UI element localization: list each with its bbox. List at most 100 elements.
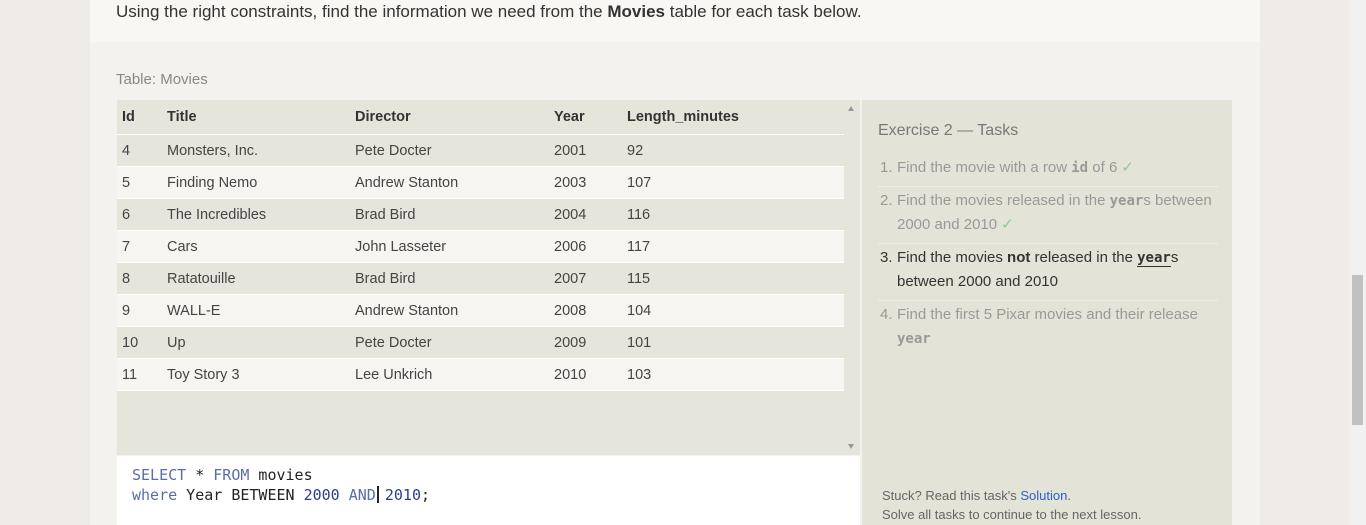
task-item-1: 1. Find the movie with a row id of 6 ✓ xyxy=(878,154,1218,187)
cell-director: Andrew Stanton xyxy=(355,166,554,199)
task-text: of 6 xyxy=(1088,159,1118,176)
task-text: Find the first 5 Pixar movies and their … xyxy=(897,306,1198,323)
code-keyword: AND xyxy=(339,486,376,504)
tasks-title: Exercise 2 — Tasks xyxy=(878,122,1019,139)
cell-length: 101 xyxy=(627,326,844,359)
stuck-text-end: . xyxy=(1067,488,1071,503)
task-number: 4. xyxy=(880,306,893,323)
cell-title: Up xyxy=(167,326,355,359)
cell-length: 104 xyxy=(627,294,844,327)
cell-title: Monsters, Inc. xyxy=(167,134,355,167)
code-number: 2010 xyxy=(375,486,421,504)
cell-id: 5 xyxy=(117,166,167,199)
cell-id: 7 xyxy=(117,230,167,263)
cell-length: 103 xyxy=(627,358,844,391)
task-number: 3. xyxy=(880,249,893,266)
cell-director: Brad Bird xyxy=(355,198,554,231)
intro-text-bold: Movies xyxy=(607,2,666,21)
code-number: 2000 xyxy=(303,486,340,504)
code-line-1: SELECT * FROM movies xyxy=(132,466,313,484)
table-row: 11 Toy Story 3 Lee Unkrich 2010 103 xyxy=(117,358,844,391)
cell-length: 107 xyxy=(627,166,844,199)
column-header-year: Year xyxy=(554,100,627,135)
cell-title: WALL-E xyxy=(167,294,355,327)
help-text: Stuck? Read this task's Solution. Solve … xyxy=(882,486,1141,524)
code-keyword: SELECT xyxy=(132,466,187,484)
task-text: Find the movies released in the xyxy=(897,192,1110,209)
cell-year: 2003 xyxy=(554,166,627,199)
text-cursor xyxy=(376,486,379,503)
cell-title: Ratatouille xyxy=(167,262,355,295)
cell-director: Pete Docter xyxy=(355,134,554,167)
intro-text-after: table for each task below. xyxy=(665,2,862,21)
code-text: ; xyxy=(421,486,431,504)
cell-title: Finding Nemo xyxy=(167,166,355,199)
table-row: 8 Ratatouille Brad Bird 2007 115 xyxy=(117,262,844,295)
cell-year: 2008 xyxy=(554,294,627,327)
movies-table: Id Title Director Year Length_minutes 4 … xyxy=(117,100,844,391)
cell-id: 6 xyxy=(117,198,167,231)
column-header-title: Title xyxy=(167,100,355,135)
scroll-up-arrow-icon[interactable] xyxy=(848,106,854,111)
table-row: 7 Cars John Lasseter 2006 117 xyxy=(117,230,844,263)
cell-id: 4 xyxy=(117,134,167,167)
cell-year: 2001 xyxy=(554,134,627,167)
cell-director: Pete Docter xyxy=(355,326,554,359)
intro-text-before: Using the right constraints, find the in… xyxy=(116,2,608,21)
intro-text: Using the right constraints, find the in… xyxy=(116,2,862,22)
next-lesson-text: Solve all tasks to continue to the next … xyxy=(882,507,1142,522)
tasks-panel: Exercise 2 — Tasks 1. Find the movie wit… xyxy=(862,100,1232,525)
cell-director: Brad Bird xyxy=(355,262,554,295)
table-scrollbar[interactable] xyxy=(844,100,860,455)
code-keyword: FROM xyxy=(213,466,250,484)
table-row: 4 Monsters, Inc. Pete Docter 2001 92 xyxy=(117,134,844,167)
cell-director: Andrew Stanton xyxy=(355,294,554,327)
check-icon: ✓ xyxy=(1001,216,1014,233)
cell-length: 117 xyxy=(627,230,844,263)
cell-director: Lee Unkrich xyxy=(355,358,554,391)
cell-year: 2009 xyxy=(554,326,627,359)
cell-length: 92 xyxy=(627,134,844,167)
task-number: 2. xyxy=(880,192,893,209)
cell-title: The Incredibles xyxy=(167,198,355,231)
sql-editor[interactable]: SELECT * FROM movies where Year BETWEEN … xyxy=(117,456,860,525)
task-code: year xyxy=(897,331,931,347)
code-line-2: where Year BETWEEN 2000 AND 2010; xyxy=(132,486,430,504)
table-row: 10 Up Pete Docter 2009 101 xyxy=(117,326,844,359)
page-scrollbar[interactable] xyxy=(1349,0,1366,525)
cell-length: 116 xyxy=(627,198,844,231)
task-bold: not xyxy=(1007,249,1031,266)
cell-title: Cars xyxy=(167,230,355,263)
task-text: s between 2000 and 2010 xyxy=(897,249,1179,290)
cell-id: 10 xyxy=(117,326,167,359)
cell-id: 9 xyxy=(117,294,167,327)
task-code: year xyxy=(1109,193,1144,209)
cell-length: 115 xyxy=(627,262,844,295)
table-row: 6 The Incredibles Brad Bird 2004 116 xyxy=(117,198,844,231)
table-header-row: Id Title Director Year Length_minutes xyxy=(117,100,844,135)
cell-id: 11 xyxy=(117,358,167,391)
cell-year: 2010 xyxy=(554,358,627,391)
table-row: 5 Finding Nemo Andrew Stanton 2003 107 xyxy=(117,166,844,199)
intro-bar: Using the right constraints, find the in… xyxy=(90,0,1260,42)
cell-title: Toy Story 3 xyxy=(167,358,355,391)
cell-year: 2006 xyxy=(554,230,627,263)
task-text: Find the movie with a row xyxy=(897,159,1072,176)
check-icon: ✓ xyxy=(1121,159,1134,176)
task-text: released in the xyxy=(1030,249,1138,266)
task-text: s between 2000 and 2010 xyxy=(897,192,1212,233)
table-row: 9 WALL-E Andrew Stanton 2008 104 xyxy=(117,294,844,327)
cell-id: 8 xyxy=(117,262,167,295)
movies-table-container[interactable]: Id Title Director Year Length_minutes 4 … xyxy=(117,100,844,455)
scroll-down-arrow-icon[interactable] xyxy=(848,444,854,449)
solution-link[interactable]: Solution xyxy=(1020,488,1068,503)
task-item-3: 3. Find the movies not released in the y… xyxy=(878,244,1218,301)
cell-director: John Lasseter xyxy=(355,230,554,263)
column-header-length: Length_minutes xyxy=(627,100,844,135)
code-text: movies xyxy=(249,466,313,484)
column-header-id: Id xyxy=(117,100,167,135)
task-item-4: 4. Find the first 5 Pixar movies and the… xyxy=(878,301,1218,357)
task-list: 1. Find the movie with a row id of 6 ✓ 2.… xyxy=(878,154,1218,357)
task-code: year xyxy=(1137,250,1171,267)
page-scrollbar-thumb[interactable] xyxy=(1352,275,1363,425)
